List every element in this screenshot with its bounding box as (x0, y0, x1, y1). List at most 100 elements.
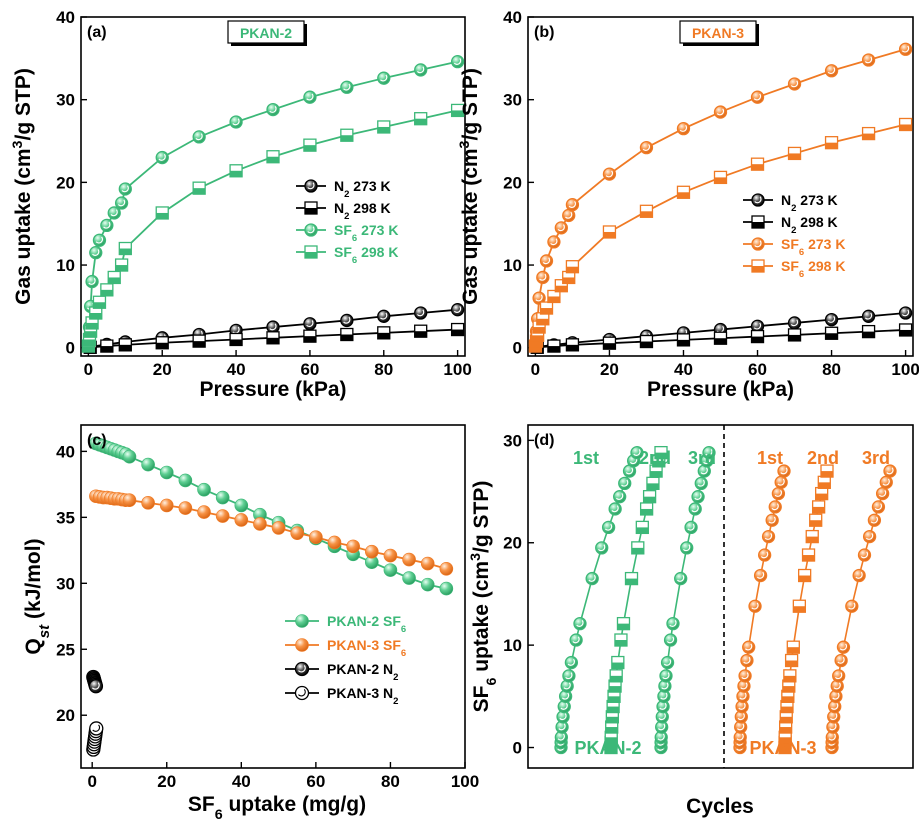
y-axis-label-part: 3 (10, 140, 26, 148)
cycle-point-shine (736, 733, 744, 741)
cycle-point (601, 520, 616, 535)
legend-label-part: 273 K (804, 236, 845, 252)
cycle-point-fill (812, 506, 825, 513)
data-point-fill (529, 346, 542, 353)
panel-label: (c) (87, 432, 107, 449)
data-point-fill (640, 341, 653, 348)
plot-frame-0 (80, 16, 466, 357)
panel-label: (a) (87, 24, 107, 41)
data-point (118, 182, 132, 196)
cycle-point-fill (787, 647, 800, 654)
legend-label-part: SF (383, 613, 401, 629)
cycle-point (748, 599, 762, 613)
cycle-point-shine (833, 682, 841, 690)
cycle-point (836, 640, 851, 654)
y-tick-label: 30 (56, 91, 75, 110)
cycle-point (852, 568, 866, 583)
legend-label-part: 6 (799, 247, 804, 258)
data-point-fill (533, 327, 546, 334)
data-point (85, 274, 99, 289)
y-axis-label-part: (kJ/mol) (22, 538, 45, 624)
cycle-point-shine (834, 672, 843, 680)
group-label: PKAN-3 (749, 738, 816, 758)
data-point (141, 457, 155, 472)
x-tick-label: 100 (443, 360, 471, 379)
y-tick-label: 40 (56, 8, 75, 27)
legend-marker-shine (297, 665, 306, 673)
data-point-shine (416, 309, 425, 317)
cycle-point-shine (751, 602, 759, 610)
data-point-fill (566, 266, 579, 273)
data-point (676, 121, 691, 136)
x-axis-label-part: SF (188, 793, 215, 816)
data-point (554, 221, 568, 235)
data-point-shine (117, 199, 126, 207)
cycle-point-shine (865, 532, 874, 540)
data-point-shine (91, 682, 100, 690)
data-point-shine (88, 277, 96, 285)
legend-marker (295, 638, 309, 652)
x-axis-label-part: uptake (mg/g) (223, 793, 367, 816)
data-point-fill (119, 344, 132, 351)
x-tick-label: 80 (381, 772, 400, 791)
cycle-point-shine (737, 713, 745, 721)
cycle-point-shine (828, 733, 836, 741)
legend-marker-fill (752, 222, 764, 228)
legend-label: PKAN-3 N2 (327, 685, 398, 707)
y-tick-label: 10 (503, 256, 522, 275)
data-point (439, 561, 454, 576)
legend-label: N2 298 K (781, 214, 838, 236)
data-point (271, 521, 286, 535)
data-point-shine (103, 221, 111, 229)
data-point-shine (380, 312, 388, 320)
data-point (414, 63, 428, 77)
data-point-shine (827, 67, 836, 75)
cycle-point (684, 520, 698, 535)
legend-label-part: 2 (393, 672, 398, 683)
legend-label-part: 2 (791, 203, 796, 214)
cycle-point-fill (802, 555, 815, 562)
data-point-fill (788, 153, 801, 160)
data-point (303, 317, 317, 331)
legend-label-part: 6 (401, 624, 406, 635)
cycle-point-fill (617, 623, 630, 630)
cycle-point-shine (565, 672, 573, 680)
legend-marker (751, 237, 765, 251)
data-point (92, 233, 107, 247)
x-tick-label: 60 (306, 772, 325, 791)
data-point (861, 309, 876, 323)
legend-label-part: PKAN-2 (327, 613, 383, 629)
data-point (229, 115, 243, 129)
cycle-point-shine (743, 656, 751, 664)
legend-label-part: 6 (352, 233, 357, 244)
cycle-point (774, 475, 788, 489)
legend-marker (304, 179, 318, 193)
cycle-label: 1st (573, 448, 599, 468)
cycle-point-shine (878, 489, 887, 497)
data-point (340, 80, 354, 94)
cycle-point-fill (607, 706, 620, 713)
legend-label-part: 298 K (349, 200, 390, 216)
cycle-point-shine (658, 713, 666, 721)
data-point (861, 53, 876, 67)
legend-marker-shine (307, 182, 315, 190)
cycle-point-fill (798, 575, 811, 582)
data-point-shine (92, 724, 101, 732)
cycle-point-shine (870, 516, 879, 524)
cycle-point (660, 655, 675, 670)
legend-marker-shine (754, 196, 762, 204)
title-box-shadow (231, 43, 307, 46)
data-point (439, 581, 454, 596)
data-point-fill (377, 126, 390, 133)
cycle-point-shine (855, 571, 863, 579)
cycle-point (768, 500, 782, 514)
data-point (178, 501, 193, 515)
legend-marker (751, 193, 765, 207)
data-point-fill (115, 265, 128, 272)
data-point-shine (232, 326, 240, 334)
cycle-point-fill (652, 460, 665, 467)
data-point-fill (677, 192, 690, 199)
data-point-fill (86, 322, 99, 329)
y-tick-label: 0 (513, 739, 522, 758)
y-tick-label: 40 (503, 8, 522, 27)
